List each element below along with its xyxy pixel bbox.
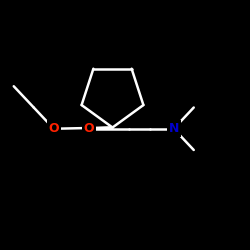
Text: O: O [48, 122, 59, 135]
Text: N: N [168, 122, 179, 135]
Text: O: O [84, 122, 94, 135]
